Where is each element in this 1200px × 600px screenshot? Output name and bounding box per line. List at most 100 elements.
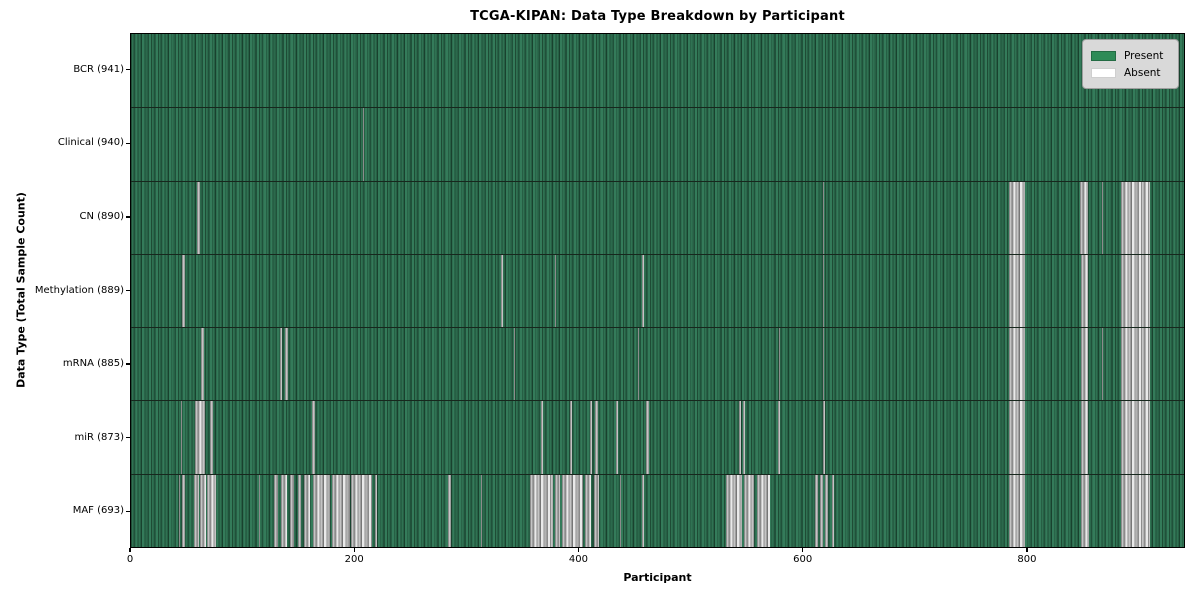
absent-block: [820, 474, 823, 547]
absent-block: [822, 401, 825, 474]
absent-block: [1081, 254, 1088, 328]
absent-block: [620, 474, 622, 547]
absent-block: [182, 474, 185, 547]
absent-block: [1102, 328, 1104, 401]
x-axis-title: Participant: [623, 571, 692, 584]
y-tick-label-cn: CN (890): [79, 210, 124, 222]
absent-block: [1009, 401, 1026, 474]
absent-block: [193, 474, 200, 547]
absent-block: [1081, 328, 1088, 401]
absent-block: [194, 401, 205, 474]
absent-block: [501, 254, 503, 328]
absent-block: [594, 474, 599, 547]
absent-block: [642, 254, 644, 328]
x-tick-label-800: 800: [1017, 554, 1037, 565]
absent-block: [595, 401, 598, 474]
x-tick-label-400: 400: [568, 554, 588, 565]
absent-block: [777, 401, 781, 474]
absent-block: [1081, 401, 1088, 474]
absent-block: [513, 328, 515, 401]
absent-block: [555, 474, 560, 547]
absent-block: [332, 474, 351, 547]
absent-block: [585, 474, 591, 547]
heatmap-row-clinical: [131, 107, 1184, 181]
y-tick-label-bcr: BCR (941): [73, 63, 124, 75]
y-tick-mark: [126, 510, 130, 512]
absent-block: [258, 474, 260, 547]
y-tick-label-mrna: mRNA (885): [62, 358, 124, 370]
absent-block: [1121, 328, 1151, 401]
x-tick-label-0: 0: [126, 554, 134, 565]
absent-block: [1121, 181, 1151, 254]
legend: Present Absent: [1082, 39, 1179, 89]
absent-block: [179, 474, 181, 547]
absent-block: [374, 474, 378, 547]
absent-block: [312, 401, 315, 474]
y-tick-label-clinical: Clinical (940): [57, 137, 124, 149]
heatmap-row-methylation: [131, 253, 1184, 328]
x-tick-mark: [577, 548, 580, 552]
absent-block: [1121, 254, 1151, 328]
present-swatch-icon: [1091, 50, 1116, 61]
legend-item-present: Present: [1091, 48, 1170, 63]
absent-block: [555, 254, 557, 328]
absent-block: [1079, 181, 1088, 254]
legend-label-present: Present: [1124, 49, 1164, 62]
absent-block: [304, 474, 311, 547]
absent-swatch-icon: [1091, 67, 1116, 78]
x-tick-mark: [1026, 548, 1028, 552]
absent-block: [274, 474, 278, 547]
absent-block: [778, 328, 781, 401]
absent-block: [297, 474, 302, 547]
absent-block: [738, 401, 741, 474]
absent-block: [726, 474, 742, 547]
y-tick-mark: [126, 142, 130, 144]
chart-title: TCGA-KIPAN: Data Type Breakdown by Parti…: [470, 9, 845, 24]
absent-block: [642, 474, 644, 547]
y-tick-label-mir: miR (873): [74, 431, 124, 443]
absent-block: [200, 474, 206, 547]
x-tick-mark: [353, 548, 355, 552]
y-tick-mark: [126, 69, 130, 71]
absent-block: [540, 401, 543, 474]
absent-block: [756, 474, 770, 547]
absent-block: [280, 474, 287, 547]
absent-block: [637, 328, 640, 401]
absent-block: [561, 474, 584, 547]
plot-area: [130, 33, 1185, 548]
absent-block: [279, 328, 283, 401]
y-tick-mark: [126, 437, 130, 439]
absent-block: [822, 181, 824, 254]
absent-block: [289, 474, 295, 547]
heatmap-row-cn: [131, 180, 1184, 254]
x-tick-label-200: 200: [344, 554, 364, 565]
absent-block: [831, 474, 834, 547]
x-tick-mark: [129, 548, 131, 552]
heatmap-row-maf: [131, 473, 1184, 547]
absent-block: [1102, 181, 1104, 254]
absent-block: [481, 474, 483, 547]
absent-block: [615, 401, 618, 474]
x-tick-label-600: 600: [793, 554, 813, 565]
absent-block: [351, 474, 372, 547]
absent-block: [182, 254, 185, 328]
absent-block: [824, 474, 829, 547]
absent-block: [1121, 401, 1151, 474]
absent-block: [569, 401, 572, 474]
y-tick-mark: [126, 289, 130, 292]
absent-block: [1009, 181, 1026, 254]
absent-block: [285, 328, 288, 401]
heatmap-row-mir: [131, 400, 1184, 474]
y-tick-label-maf: MAF (693): [72, 505, 124, 517]
absent-block: [530, 474, 553, 547]
absent-block: [589, 401, 593, 474]
absent-block: [210, 401, 213, 474]
absent-block: [447, 474, 452, 547]
absent-block: [1009, 254, 1026, 328]
y-tick-mark: [126, 363, 130, 365]
absent-block: [313, 474, 331, 547]
y-tick-label-methylation: Methylation (889): [34, 284, 124, 296]
legend-label-absent: Absent: [1124, 66, 1161, 79]
absent-block: [822, 328, 824, 401]
